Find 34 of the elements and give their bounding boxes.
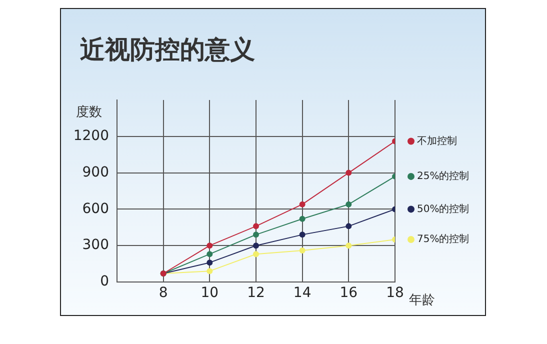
point <box>253 251 259 258</box>
legend-label: 75%的控制 <box>417 233 470 246</box>
point <box>206 260 213 266</box>
point <box>299 201 306 208</box>
legend-label: 不加控制 <box>417 134 457 147</box>
point <box>346 223 352 230</box>
point <box>206 268 213 274</box>
y-tick-label: 1200 <box>73 128 109 144</box>
point <box>206 242 213 249</box>
point <box>299 232 306 238</box>
point <box>253 223 259 230</box>
chart-title: 近视防控的意义 <box>80 35 255 64</box>
legend-label: 50%的控制 <box>417 202 470 215</box>
x-tick-label: 18 <box>386 285 404 302</box>
point <box>346 242 352 249</box>
point <box>253 232 259 238</box>
point <box>299 247 306 254</box>
x-tick-label: 12 <box>247 285 265 302</box>
y-axis-title: 度数 <box>76 104 102 120</box>
x-tick-label: 14 <box>293 285 312 302</box>
y-tick-label: 0 <box>100 274 109 290</box>
y-tick-label: 900 <box>82 164 109 180</box>
legend-label: 25%的控制 <box>417 170 470 182</box>
point <box>299 216 306 222</box>
point <box>346 201 352 208</box>
x-tick-label: 8 <box>158 285 168 302</box>
y-tick-label: 300 <box>82 237 109 254</box>
x-tick-label: 10 <box>200 285 219 302</box>
x-tick-label: 16 <box>340 285 358 302</box>
y-tick-label: 600 <box>82 200 109 217</box>
point <box>253 242 259 249</box>
x-axis-title: 年龄 <box>409 293 435 308</box>
point <box>346 170 352 176</box>
point <box>206 251 213 258</box>
